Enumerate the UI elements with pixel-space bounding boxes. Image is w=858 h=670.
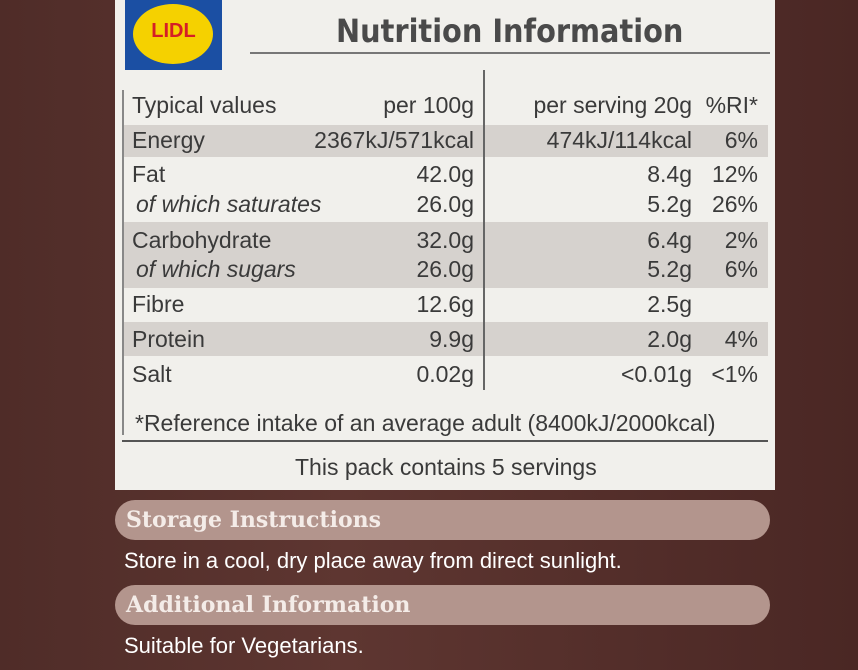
divider [122,90,124,435]
cell: 26% [711,191,758,217]
row-label: of which sugars [136,256,296,282]
cell: 8.4g [647,161,692,187]
divider [483,70,485,390]
logo-circle [133,4,213,64]
cell: 5.2g [647,191,692,217]
row-label: Carbohydrate [132,227,272,253]
row-label: Fibre [132,291,185,317]
title: Nutrition Information [336,12,684,50]
row-label: Salt [132,361,172,387]
row-band [122,322,768,356]
storage-text: Store in a cool, dry place away from dir… [124,548,622,573]
cell: 26.0g [416,191,474,217]
row-label: Protein [132,326,205,352]
row-label: of which saturates [136,191,322,217]
cell: 42.0g [416,161,474,187]
cell: 6% [724,127,758,153]
additional-text: Suitable for Vegetarians. [124,633,364,658]
logo: LIDL [125,0,222,70]
cell: 12% [711,161,758,187]
cell: %RI* [705,92,758,118]
cell: 4% [724,326,758,352]
row-label: Typical values [132,92,277,118]
additional-heading: Additional Information [126,592,411,618]
cell: 32.0g [416,227,474,253]
storage-heading: Storage Instructions [126,507,381,533]
row-band [122,222,768,288]
cell: 2% [724,227,758,253]
cell: 6.4g [647,227,692,253]
row-label: Energy [132,127,205,153]
rule [122,440,768,442]
additional-band [115,585,770,625]
rule [250,52,770,54]
row-label: Fat [132,161,166,187]
cell: 12.6g [416,291,474,317]
cell: per 100g [383,92,474,118]
cell: 26.0g [416,256,474,282]
cell: 9.9g [429,326,474,352]
cell: 0.02g [416,361,474,387]
logo-text: LIDL [151,20,196,42]
storage-band [115,500,770,540]
cell: 2.5g [647,291,692,317]
footnote: *Reference intake of an average adult (8… [135,410,716,436]
cell: <1% [711,361,758,387]
cell: per serving 20g [533,92,692,118]
cell: 474kJ/114kcal [546,127,692,153]
cell: 5.2g [647,256,692,282]
servings: This pack contains 5 servings [295,454,597,480]
cell: 2.0g [647,326,692,352]
cell: <0.01g [621,361,692,387]
row-band [122,125,768,157]
cell: 2367kJ/571kcal [314,127,474,153]
cell: 6% [724,256,758,282]
